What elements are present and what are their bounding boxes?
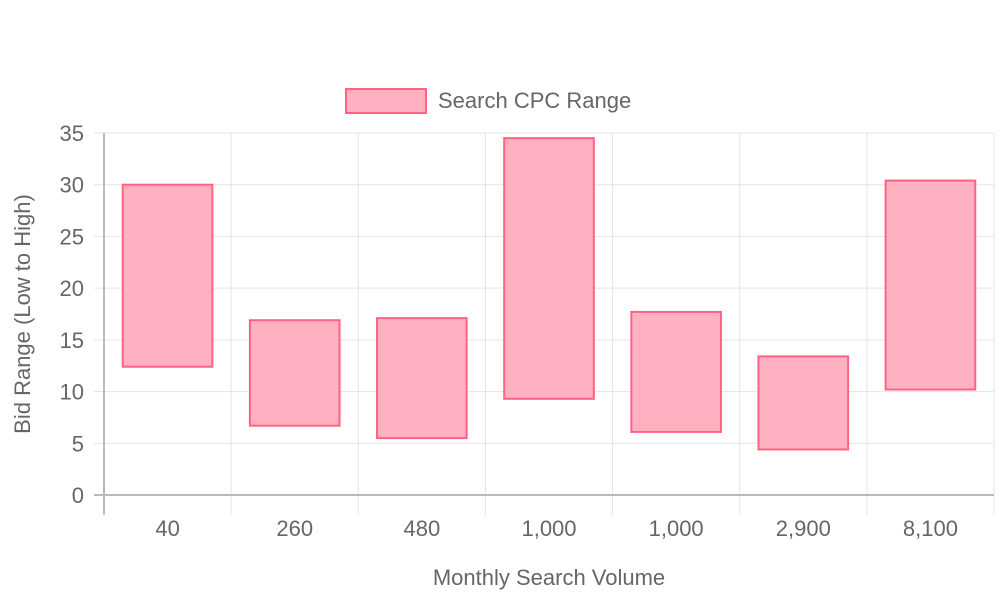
x-axis-title: Monthly Search Volume	[433, 565, 665, 590]
range-bar[interactable]	[630, 310, 722, 433]
legend[interactable]: Search CPC Range	[345, 88, 631, 114]
x-tick-label: 8,100	[903, 516, 958, 541]
legend-label: Search CPC Range	[438, 88, 631, 113]
bars	[121, 137, 977, 451]
y-tick-label: 25	[60, 224, 84, 249]
y-tick-label: 15	[60, 328, 84, 353]
tick-labels: 0 5 10 15 20 25 30 35 40 260 480 1,000 1,000 2,900 8,1…	[60, 121, 958, 541]
range-bar[interactable]	[121, 183, 214, 368]
x-tick-label: 480	[403, 516, 440, 541]
range-bar[interactable]	[884, 179, 977, 391]
axes	[94, 133, 994, 515]
y-tick-label: 20	[60, 276, 84, 301]
y-tick-label: 10	[60, 380, 84, 405]
x-tick-label: 260	[276, 516, 313, 541]
range-bar[interactable]	[503, 137, 595, 400]
y-tick-label: 0	[72, 483, 84, 508]
x-tick-label: 1,000	[649, 516, 704, 541]
y-tick-label: 30	[60, 173, 84, 198]
y-tick-label: 35	[60, 121, 84, 146]
range-bar[interactable]	[248, 319, 341, 427]
range-bar[interactable]	[757, 355, 850, 451]
range-bar[interactable]	[376, 317, 468, 440]
y-axis-title: Bid Range (Low to High)	[10, 194, 35, 434]
y-tick-label: 5	[72, 431, 84, 456]
legend-swatch	[345, 88, 427, 114]
x-tick-label: 2,900	[776, 516, 831, 541]
x-tick-label: 1,000	[521, 516, 576, 541]
x-tick-label: 40	[155, 516, 179, 541]
